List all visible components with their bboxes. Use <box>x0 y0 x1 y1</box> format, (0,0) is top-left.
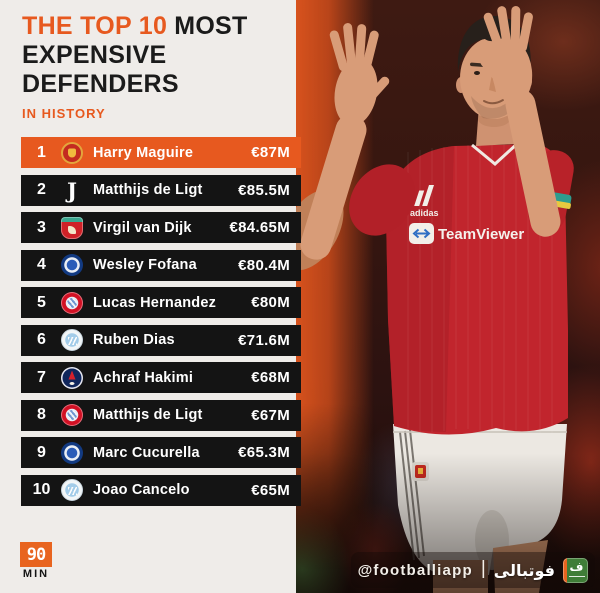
rank-number: 5 <box>37 293 46 311</box>
player-name: Matthijs de Ligt <box>93 182 203 198</box>
club-badge-manchester-united <box>61 141 83 164</box>
left-forearm <box>300 114 367 260</box>
club-badge-manchester-city <box>61 479 83 501</box>
transfer-fee: €65M <box>251 481 290 499</box>
ranking-row-8: 8 Matthijs de Ligt €67M <box>21 399 301 431</box>
club-badge-chelsea <box>61 441 83 464</box>
title-line2: EXPENSIVE <box>22 41 167 69</box>
footballi-app-name: فوتبالی <box>493 560 555 580</box>
title-rest: MOST <box>174 12 248 40</box>
rank-number: 10 <box>32 481 51 498</box>
transfer-fee: €80.4M <box>238 256 290 274</box>
player-name: Marc Cucurella <box>93 444 200 461</box>
transfer-fee: €84.65M <box>229 219 290 236</box>
rankings-list: 1 Harry Maguire €87M 2 Matthijs de Ligt … <box>21 137 301 506</box>
transfer-fee: €85.5M <box>238 181 290 199</box>
transfer-fee: €80M <box>251 294 290 311</box>
rank-number: 4 <box>37 256 46 273</box>
rank-number: 1 <box>37 143 46 161</box>
ranking-row-6: 6 Ruben Dias €71.6M <box>21 324 301 356</box>
right-hand <box>480 6 533 104</box>
rank-number: 3 <box>37 218 46 236</box>
club-badge-manchester-city <box>61 329 83 351</box>
ranking-row-7: 7 Achraf Hakimi €68M <box>21 362 301 393</box>
player-name: Matthijs de Ligt <box>93 407 203 423</box>
ranking-row-2: 2 Matthijs de Ligt €85.5M <box>21 174 301 206</box>
title-line3: DEFENDERS <box>22 70 179 98</box>
teamviewer-sponsor: TeamViewer <box>409 223 524 244</box>
ranking-row-9: 9 Marc Cucurella €65.3M <box>21 437 301 468</box>
rank-number: 9 <box>37 443 46 461</box>
club-badge-chelsea <box>61 254 83 276</box>
title-heading: THE TOP 10 MOST EXPENSIVE DEFENDERS <box>22 12 248 99</box>
instagram-handle: @footballiapp <box>357 561 473 579</box>
90min-logo-number: 90 <box>20 542 52 567</box>
footballi-pitch-icon: ف <box>563 557 588 583</box>
rank-number: 7 <box>37 368 46 386</box>
player-name: Wesley Fofana <box>93 257 197 273</box>
page-title: THE TOP 10 MOST EXPENSIVE DEFENDERS IN HI… <box>22 12 248 121</box>
svg-text:TeamViewer: TeamViewer <box>438 226 524 243</box>
title-highlight: THE TOP 10 <box>22 12 168 40</box>
club-badge-psg <box>61 366 83 389</box>
player-name: Lucas Hernandez <box>93 294 217 311</box>
player-name: Harry Maguire <box>93 144 194 161</box>
90min-logo: 90 MIN <box>20 542 52 580</box>
ranking-row-4: 4 Wesley Fofana €80.4M <box>21 249 301 281</box>
ranking-row-3: 3 Virgil van Dijk €84.65M <box>21 212 301 243</box>
ranking-row-1: 1 Harry Maguire €87M <box>21 137 301 168</box>
club-badge-bayern-munich <box>61 291 83 314</box>
player-name: Joao Cancelo <box>93 482 190 498</box>
rank-number: 8 <box>37 406 46 423</box>
transfer-fee: €68M <box>251 369 290 386</box>
rank-number: 6 <box>37 331 46 348</box>
club-badge-bayern-munich <box>61 404 83 426</box>
transfer-fee: €67M <box>251 406 290 424</box>
player-photo: adidas TeamViewer <box>296 0 600 593</box>
club-badge-juventus <box>61 179 83 201</box>
separator-bar: | <box>480 558 486 579</box>
title-subtitle: IN HISTORY <box>22 106 106 121</box>
ranking-row-5: 5 Lucas Hernandez €80M <box>21 287 301 318</box>
player-name: Virgil van Dijk <box>93 219 192 236</box>
player-name: Achraf Hakimi <box>93 369 194 386</box>
svg-text:adidas: adidas <box>410 208 439 218</box>
club-badge-liverpool <box>61 216 83 239</box>
ranking-row-10: 10 Joao Cancelo €65M <box>21 474 301 506</box>
bottom-vignette <box>296 453 600 593</box>
rank-number: 2 <box>37 181 46 198</box>
transfer-fee: €65.3M <box>238 444 290 461</box>
watermark: @footballiapp | فوتبالی ف <box>350 552 595 588</box>
right-arm <box>505 89 574 237</box>
transfer-fee: €71.6M <box>238 331 290 349</box>
left-hand <box>329 23 390 126</box>
transfer-fee: €87M <box>251 144 290 161</box>
90min-logo-text: MIN <box>22 568 50 580</box>
player-name: Ruben Dias <box>93 332 175 348</box>
